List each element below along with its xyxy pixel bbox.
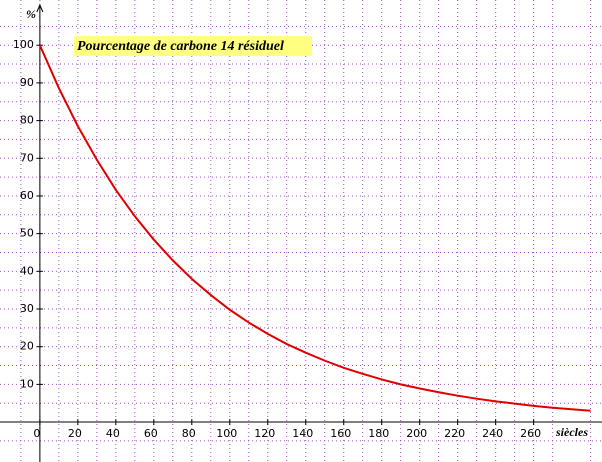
title-box <box>74 36 312 56</box>
x-tick-label: 60 <box>144 427 158 440</box>
y-tick-label: 40 <box>20 264 34 277</box>
y-tick-label: 30 <box>20 302 34 315</box>
x-tick-label: 240 <box>482 427 503 440</box>
y-tick-label: 60 <box>20 189 34 202</box>
y-tick-label: 80 <box>20 114 34 127</box>
y-tick-label: 100 <box>13 38 34 51</box>
x-tick-label: 120 <box>254 427 275 440</box>
y-tick-label: 90 <box>20 76 34 89</box>
y-tick-label: 70 <box>20 151 34 164</box>
x-tick-label: 40 <box>106 427 120 440</box>
x-axis-label: siècles <box>555 425 588 439</box>
y-tick-label: 20 <box>20 340 34 353</box>
x-tick-label: 180 <box>368 427 389 440</box>
x-tick-label: 200 <box>406 427 427 440</box>
x-tick-label: 140 <box>292 427 313 440</box>
x-tick-label: 100 <box>216 427 237 440</box>
x-tick-label: 220 <box>444 427 465 440</box>
x-tick-label: 0 <box>33 427 40 440</box>
y-axis-arrow <box>36 3 44 13</box>
y-axis-label: % <box>26 7 36 21</box>
data-line <box>38 44 591 412</box>
y-tick-label: 50 <box>20 227 34 240</box>
x-tick-label: 260 <box>520 427 541 440</box>
y-tick-label: 10 <box>20 377 34 390</box>
x-tick-label: 80 <box>182 427 196 440</box>
chart-title: Pourcentage de carbone 14 résiduel <box>77 39 284 54</box>
x-tick-label: 160 <box>330 427 351 440</box>
x-tick-label: 20 <box>68 427 82 440</box>
